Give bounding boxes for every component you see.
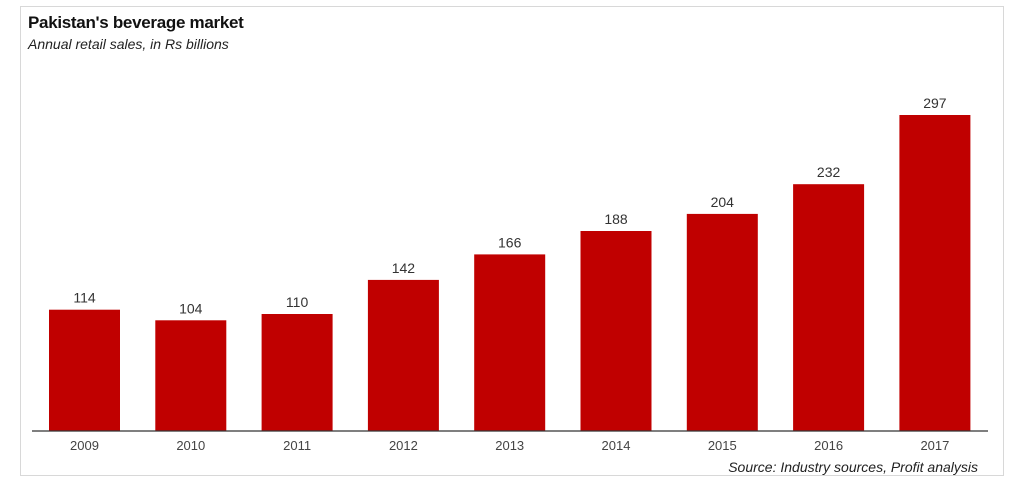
bar-2017: [899, 115, 971, 431]
x-tick-label-2016: 2016: [814, 438, 843, 453]
x-tick-label-2012: 2012: [389, 438, 418, 453]
bars-group: [49, 115, 971, 431]
value-label-2016: 232: [817, 164, 841, 180]
x-tick-label-2015: 2015: [708, 438, 737, 453]
value-label-2017: 297: [923, 95, 947, 111]
bar-2012: [367, 279, 439, 431]
value-label-2010: 104: [179, 300, 203, 316]
bar-2010: [155, 320, 227, 431]
bar-2011: [261, 314, 333, 431]
value-label-2014: 188: [604, 211, 628, 227]
x-tick-label-2017: 2017: [920, 438, 949, 453]
x-tick-label-2014: 2014: [602, 438, 631, 453]
chart-title: Pakistan's beverage market: [28, 13, 244, 32]
bar-2016: [793, 184, 865, 431]
value-label-2012: 142: [392, 260, 416, 276]
x-tick-label-2013: 2013: [495, 438, 524, 453]
value-label-2009: 114: [73, 290, 96, 306]
chart-source: Source: Industry sources, Profit analysi…: [728, 459, 978, 475]
value-labels-group: 114 104 110 142 166 188 204 232 297: [73, 95, 946, 316]
value-label-2013: 166: [498, 234, 522, 250]
chart-subtitle: Annual retail sales, in Rs billions: [28, 36, 229, 52]
x-tick-labels-group: 2009 2010 2011 2012 2013 2014 2015 2016 2017: [70, 438, 949, 453]
bar-2009: [49, 309, 120, 431]
x-tick-label-2009: 2009: [70, 438, 99, 453]
bar-2014: [580, 231, 652, 431]
x-tick-label-2010: 2010: [176, 438, 205, 453]
x-tick-label-2011: 2011: [283, 438, 311, 453]
value-label-2011: 110: [286, 294, 309, 310]
bar-2015: [686, 213, 758, 431]
value-label-2015: 204: [711, 194, 735, 210]
bar-2013: [474, 254, 546, 431]
